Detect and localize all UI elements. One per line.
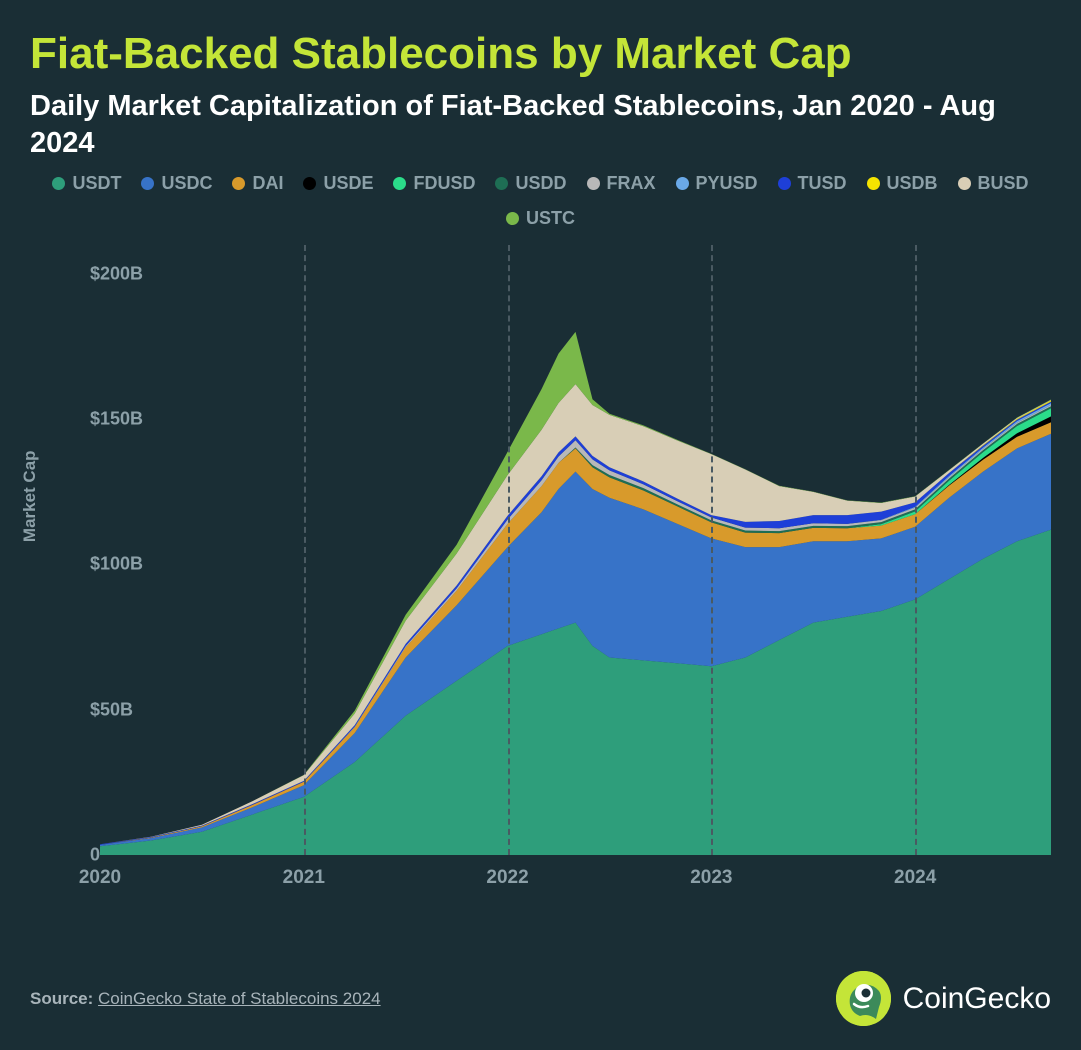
x-tick-label: 2020 bbox=[79, 867, 121, 889]
x-tick-label: 2024 bbox=[894, 867, 936, 889]
brand: CoinGecko bbox=[836, 971, 1051, 1026]
legend-dot bbox=[232, 177, 245, 190]
legend-item: USDC bbox=[141, 173, 212, 194]
legend-item: PYUSD bbox=[676, 173, 758, 194]
legend-label: FDUSD bbox=[413, 173, 475, 194]
chart-subtitle: Daily Market Capitalization of Fiat-Back… bbox=[30, 88, 1051, 161]
legend-label: BUSD bbox=[978, 173, 1029, 194]
legend: USDT USDC DAI USDE FDUSD USDD FRAX PYUSD TUSD USD… bbox=[30, 173, 1051, 229]
legend-item: TUSD bbox=[778, 173, 847, 194]
grid-line bbox=[508, 245, 510, 855]
legend-item: FDUSD bbox=[393, 173, 475, 194]
grid-line bbox=[915, 245, 917, 855]
x-tick-label: 2021 bbox=[283, 867, 325, 889]
y-tick-label: $150B bbox=[90, 409, 143, 430]
legend-label: TUSD bbox=[798, 173, 847, 194]
legend-item: FRAX bbox=[587, 173, 656, 194]
legend-label: USTC bbox=[526, 208, 575, 229]
legend-dot bbox=[141, 177, 154, 190]
legend-label: USDC bbox=[161, 173, 212, 194]
y-tick-label: $50B bbox=[90, 699, 133, 720]
source-prefix: Source: bbox=[30, 989, 98, 1008]
y-tick-label: 0 bbox=[90, 844, 100, 865]
legend-item: USTC bbox=[506, 208, 575, 229]
legend-item: USDD bbox=[495, 173, 566, 194]
legend-label: USDB bbox=[887, 173, 938, 194]
legend-dot bbox=[587, 177, 600, 190]
legend-label: DAI bbox=[252, 173, 283, 194]
stacked-area-svg bbox=[100, 245, 1051, 855]
chart-plot-area: 0$50B$100B$150B$200B20202021202220232024 bbox=[100, 245, 1051, 855]
brand-name: CoinGecko bbox=[903, 982, 1051, 1016]
x-tick-label: 2022 bbox=[486, 867, 528, 889]
legend-item: BUSD bbox=[958, 173, 1029, 194]
legend-dot bbox=[958, 177, 971, 190]
x-tick-label: 2023 bbox=[690, 867, 732, 889]
source-link[interactable]: CoinGecko State of Stablecoins 2024 bbox=[98, 989, 381, 1008]
y-tick-label: $200B bbox=[90, 263, 143, 284]
y-tick-label: $100B bbox=[90, 554, 143, 575]
legend-dot bbox=[676, 177, 689, 190]
grid-line bbox=[711, 245, 713, 855]
legend-label: USDE bbox=[323, 173, 373, 194]
legend-dot bbox=[506, 212, 519, 225]
legend-item: USDB bbox=[867, 173, 938, 194]
grid-line bbox=[304, 245, 306, 855]
legend-dot bbox=[52, 177, 65, 190]
chart-title: Fiat-Backed Stablecoins by Market Cap bbox=[30, 30, 1051, 78]
chart-container: Market Cap 0$50B$100B$150B$200B202020212… bbox=[30, 235, 1051, 895]
legend-label: USDT bbox=[72, 173, 121, 194]
legend-item: DAI bbox=[232, 173, 283, 194]
footer: Source: CoinGecko State of Stablecoins 2… bbox=[30, 971, 1051, 1026]
legend-dot bbox=[495, 177, 508, 190]
legend-dot bbox=[867, 177, 880, 190]
legend-dot bbox=[303, 177, 316, 190]
source-text: Source: CoinGecko State of Stablecoins 2… bbox=[30, 989, 381, 1009]
legend-label: USDD bbox=[515, 173, 566, 194]
legend-item: USDE bbox=[303, 173, 373, 194]
legend-dot bbox=[778, 177, 791, 190]
legend-label: PYUSD bbox=[696, 173, 758, 194]
gecko-icon bbox=[836, 971, 891, 1026]
legend-item: USDT bbox=[52, 173, 121, 194]
legend-label: FRAX bbox=[607, 173, 656, 194]
legend-dot bbox=[393, 177, 406, 190]
y-axis-label: Market Cap bbox=[20, 450, 40, 542]
